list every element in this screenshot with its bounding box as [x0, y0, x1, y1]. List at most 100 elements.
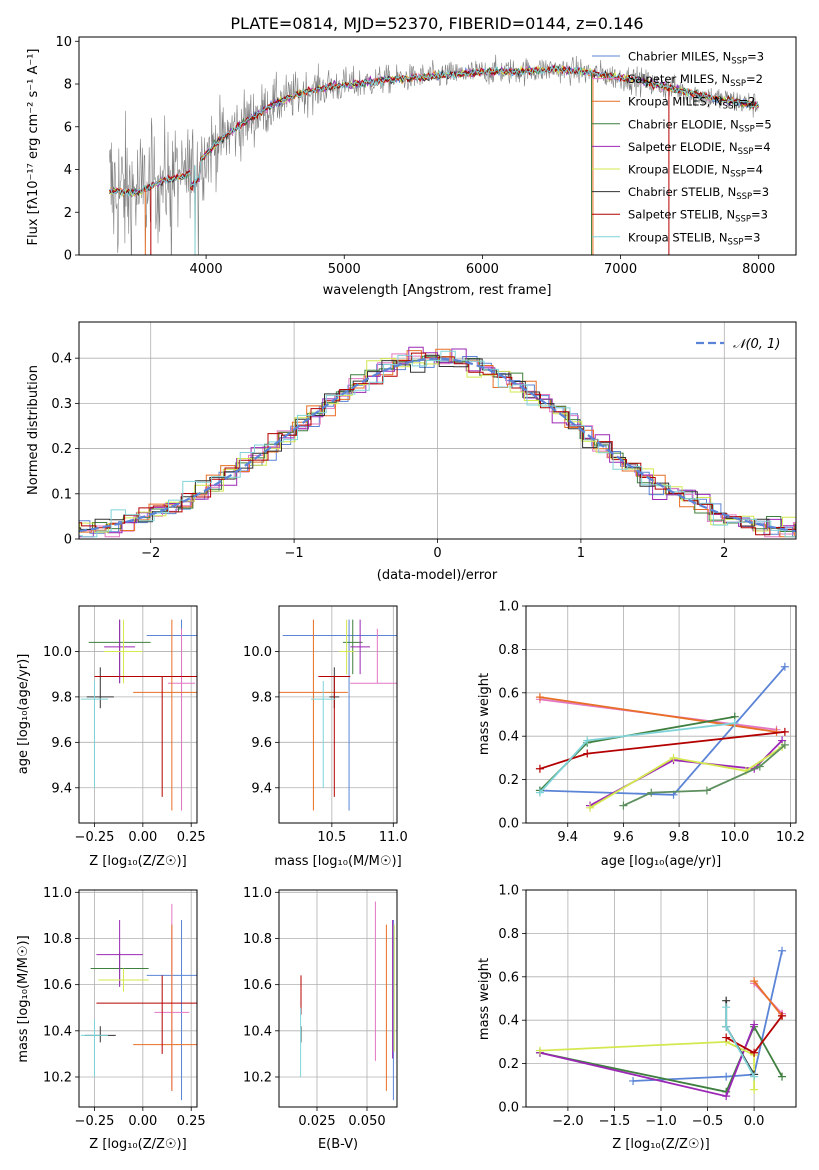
axes-spectrum: 4000 5000 6000 7000 8000 0 2 4 6 8 10 Chabrier MILE…	[55, 35, 775, 277]
residual-histogram	[79, 348, 796, 538]
weight-line	[539, 1040, 755, 1090]
weight-marker	[722, 1033, 731, 1042]
tick-label-x: 0.00	[128, 1114, 157, 1129]
tick-label-y: 0.0	[498, 1101, 519, 1116]
weight-marker	[750, 1048, 759, 1057]
spectrum-model-line	[109, 65, 760, 198]
residuals-xlabel: (data-model)/error	[377, 568, 498, 583]
panel-weight-vs-age: age [log₁₀(age/yr)] mass weight	[477, 673, 721, 869]
legend-label: Chabrier ELODIE, NSSP=5	[628, 117, 772, 134]
residuals-legend: 𝒩(0, 1)	[696, 337, 780, 352]
tick-label-y: 10.8	[43, 932, 72, 947]
tick-label-y: 11.0	[243, 886, 272, 901]
weight_vs_age-frame	[525, 605, 797, 824]
spectrum-xlabel: wavelength [Angstrom, rest frame]	[323, 283, 552, 298]
axes-weight_vs_Z: −2.0 −1.5 −1.0 −0.5 0.0 0.0 0.2 0.4 0.6 0.8 1.0	[498, 884, 796, 1129]
residuals-ylabel: Normed distribution	[26, 365, 41, 495]
tick-label-y: 9.8	[251, 690, 272, 705]
legend-label: Salpeter ELODIE, NSSP=4	[628, 140, 771, 157]
weight-marker	[535, 764, 544, 773]
weight-vs-age-xlabel: age [log₁₀(age/yr)]	[601, 854, 722, 869]
mass-vs-ebv-xlabel: E(B-V)	[318, 1137, 358, 1152]
weight-marker	[702, 786, 711, 795]
weight-line	[539, 731, 785, 770]
weight-marker	[750, 977, 759, 986]
tick-label-x: −1.0	[645, 1114, 677, 1129]
tick-label-y: 1.0	[498, 884, 519, 899]
tick-label-y: 0.1	[51, 487, 72, 502]
mass-vs-Z-xlabel: Z [log₁₀(Z/Z☉)]	[89, 1137, 186, 1152]
mass-vs-Z-ylabel: mass [log₁₀(M/M☉)]	[16, 935, 31, 1062]
weight-marker	[629, 1076, 638, 1085]
weight-marker	[780, 727, 789, 736]
weight-line	[753, 980, 783, 1017]
tick-label-x: 0	[433, 546, 441, 561]
weight-marker	[535, 788, 544, 797]
tick-label-y: 9.8	[51, 690, 72, 705]
weight-marker	[535, 1046, 544, 1055]
age_vs_mass-data	[279, 619, 397, 811]
tick-label-x: −0.25	[75, 1114, 115, 1129]
legend-label: Chabrier STELIB, NSSP=3	[628, 185, 769, 202]
legend-label: Salpeter MILES, NSSP=2	[628, 72, 763, 89]
weight-marker	[722, 1022, 731, 1031]
tick-label-y: 8	[64, 78, 72, 93]
tick-label-y: 0.4	[498, 1014, 519, 1029]
tick-label-y: 4	[64, 163, 72, 178]
tick-label-y: 9.4	[251, 781, 272, 796]
weight-marker	[583, 736, 592, 745]
weight_vs_Z-data	[535, 946, 787, 1101]
tick-label-y: 0.2	[498, 773, 519, 788]
tick-label-y: 10.0	[243, 645, 272, 660]
axes-mass_vs_ebv: 0.025 0.050 10.2 10.4 10.6 10.8 11.0	[243, 886, 397, 1129]
tick-label-x: 11.0	[379, 830, 408, 845]
weight-marker	[722, 1072, 731, 1081]
age_vs_Z-frame	[78, 605, 198, 824]
tick-label-x: 0.0	[744, 1114, 765, 1129]
tick-label-x: 0.050	[348, 1114, 385, 1129]
panel-mass-vs-ebv: E(B-V)	[318, 1137, 358, 1152]
panel-weight-vs-Z: Z [log₁₀(Z/Z☉)] mass weight	[477, 958, 710, 1152]
weight-line	[633, 950, 783, 1082]
tick-label-y: 0.8	[498, 643, 519, 658]
weight-marker	[586, 803, 595, 812]
age_vs_mass-frame	[278, 605, 398, 824]
tick-label-y: 2	[64, 206, 72, 221]
tick-label-y: 0.2	[51, 442, 72, 457]
weight-marker	[619, 801, 628, 810]
tick-label-x: −0.5	[692, 1114, 724, 1129]
tick-label-y: 10.4	[243, 1024, 272, 1039]
tick-label-x: 10.2	[776, 830, 805, 845]
mass_vs_Z-data	[80, 903, 197, 1101]
mass_vs_Z-frame	[78, 889, 198, 1108]
panel-age-vs-mass: mass [log₁₀(M/M☉)]	[274, 854, 401, 869]
weight-vs-Z-xlabel: Z [log₁₀(Z/Z☉)]	[612, 1137, 709, 1152]
legend-label: Kroupa ELODIE, NSSP=4	[628, 163, 763, 180]
weight-marker	[755, 762, 764, 771]
tick-label-y: 10.2	[243, 1070, 272, 1085]
tick-label-y: 10.2	[43, 1070, 72, 1085]
weight-marker	[722, 1092, 731, 1101]
weight-marker	[669, 753, 678, 762]
age-vs-Z-ylabel: age [log₁₀(age/yr)]	[16, 654, 31, 775]
tick-label-y: 10.6	[243, 978, 272, 993]
weight-vs-Z-ylabel: mass weight	[477, 958, 492, 1040]
tick-label-x: 10.0	[720, 830, 749, 845]
spectrum-legend: Chabrier MILES, NSSP=3 Salpeter MILES, NS…	[592, 50, 772, 247]
tick-label-y: 6	[64, 120, 72, 135]
tick-label-y: 0.6	[498, 686, 519, 701]
tick-label-x: 0.25	[177, 1114, 206, 1129]
tick-label-y: 0.4	[498, 730, 519, 745]
weight-marker	[778, 1011, 787, 1020]
tick-label-x: 9.6	[613, 830, 634, 845]
weight-marker	[535, 693, 544, 702]
tick-label-x: 10.5	[317, 830, 346, 845]
weight_vs_Z-frame	[525, 889, 797, 1108]
tick-label-x: −2.0	[552, 1114, 584, 1129]
tick-label-x: 0.25	[177, 830, 206, 845]
weight-line	[623, 744, 786, 807]
tick-label-x: 1	[577, 546, 585, 561]
tick-label-y: 0.0	[498, 817, 519, 832]
figure-title: PLATE=0814, MJD=52370, FIBERID=0144, z=0…	[230, 14, 643, 33]
tick-label-y: 0	[64, 533, 72, 548]
